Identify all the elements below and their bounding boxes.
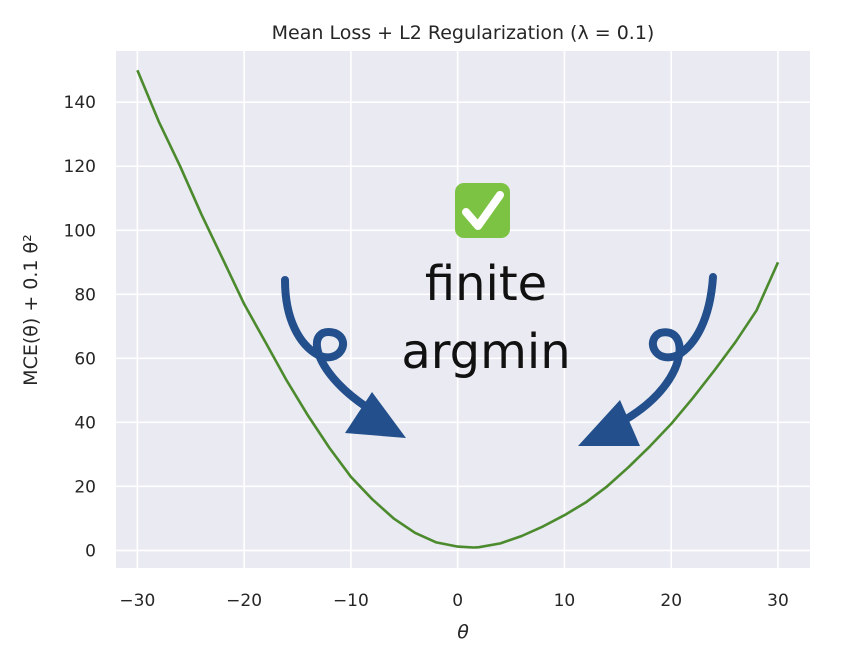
x-tick-label: −10 — [333, 591, 369, 611]
loss-curve-line — [136, 69, 780, 549]
tick-labels: −30 −20 −10 0 10 20 30 0 20 40 60 80 100 120 140 — [64, 93, 789, 611]
y-tick-label: 120 — [64, 157, 96, 177]
plot-area — [116, 51, 810, 568]
x-tick-label: 0 — [452, 591, 463, 611]
y-tick-label: 80 — [74, 285, 96, 305]
y-tick-label: 0 — [85, 541, 96, 561]
annotation-line-1: finite — [425, 256, 547, 312]
x-axis-label: θ — [457, 621, 469, 643]
curly-arrow-right-icon — [578, 273, 717, 446]
grid — [116, 51, 810, 568]
y-axis-label: MCE(θ) + 0.1 θ² — [20, 234, 42, 386]
y-tick-label: 60 — [74, 349, 96, 369]
x-tick-label: 20 — [660, 591, 682, 611]
x-tick-label: −20 — [226, 591, 262, 611]
curly-arrow-left-icon — [281, 276, 406, 438]
x-tick-label: −30 — [119, 591, 155, 611]
chart-title: Mean Loss + L2 Regularization (λ = 0.1) — [272, 22, 655, 44]
check-mark-button-icon — [455, 183, 510, 238]
series-layer — [136, 69, 780, 549]
annotation-line-2: argmin — [401, 324, 570, 380]
y-tick-label: 20 — [74, 477, 96, 497]
y-tick-label: 100 — [64, 221, 96, 241]
x-tick-label: 10 — [554, 591, 576, 611]
y-tick-label: 40 — [74, 413, 96, 433]
x-tick-label: 30 — [767, 591, 789, 611]
y-tick-label: 140 — [64, 93, 96, 113]
